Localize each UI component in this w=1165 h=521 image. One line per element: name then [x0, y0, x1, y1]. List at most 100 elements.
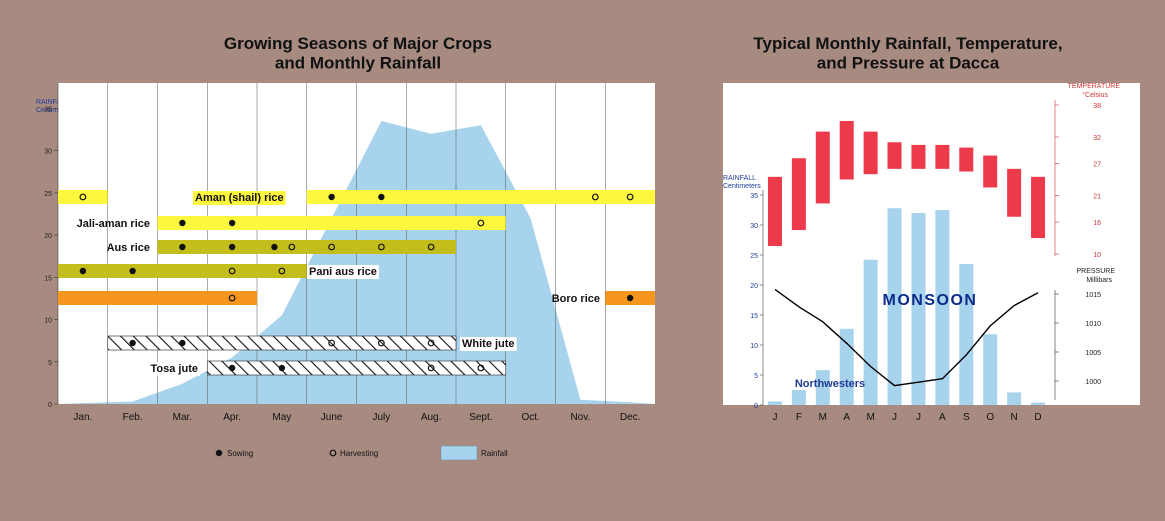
harvesting-marker	[427, 339, 435, 347]
temperature-range-bar	[1031, 176, 1046, 239]
rainfall-tick-label: 0	[754, 403, 758, 410]
temperature-bars	[767, 120, 1046, 247]
harvesting-marker	[377, 243, 385, 251]
temperature-range-bar	[911, 144, 926, 169]
temperature-tick-label: 27	[1093, 162, 1101, 169]
month-label: June	[321, 412, 343, 423]
y-tick-label: 25	[44, 191, 52, 198]
sowing-marker	[278, 364, 286, 372]
month-label: Oct.	[521, 412, 539, 423]
sowing-legend-marker	[215, 449, 223, 457]
pressure-tick-label: 1005	[1085, 350, 1101, 357]
rainfall-tick-label: 20	[750, 283, 758, 290]
temperature-range-bar	[863, 131, 878, 175]
y-tick-label: 35	[44, 106, 52, 113]
crop-row: White jute	[107, 335, 517, 351]
northwesters-label: Northwesters	[795, 378, 865, 390]
y-tick-label: 30	[44, 149, 52, 156]
month-label: S	[963, 412, 970, 423]
right-axes: 05101520253035RAINFALLCentimeters1016212…	[723, 83, 1120, 423]
temperature-tick-label: 10	[1093, 252, 1101, 259]
month-label: A	[843, 412, 850, 423]
rainfall-bar	[863, 259, 878, 405]
rainfall-bar	[767, 401, 782, 405]
rainfall-bar	[815, 370, 830, 405]
crop-label-bg	[148, 362, 200, 376]
rainfall-axis-label: RAINFALL	[723, 175, 756, 182]
rainfall-bar	[959, 264, 974, 405]
harvesting-marker	[377, 339, 385, 347]
temperature-range-bar	[815, 131, 830, 204]
harvesting-marker	[328, 339, 336, 347]
crop-row: Tosa jute	[148, 360, 507, 376]
y-tick-label: 10	[44, 318, 52, 325]
crop-label: Pani aus rice	[309, 266, 377, 278]
crop-bar-segment	[157, 216, 506, 230]
left-x-axis: Jan. Feb. Mar. Apr. May June July Aug. Sept. Oct.…	[73, 412, 640, 423]
harvesting-marker	[427, 243, 435, 251]
crop-row: Aus rice	[107, 240, 456, 254]
crop-bars: Aman (shail) rice Jali-aman rice Aus rice P…	[58, 190, 655, 376]
temperature-axis-label: TEMPERATURE	[1068, 83, 1121, 90]
left-y-axis-label: RAINFALL Centimeters	[36, 99, 74, 114]
rainfall-bar	[911, 213, 926, 405]
temperature-tick-label: 38	[1093, 103, 1101, 110]
month-label: Nov.	[570, 412, 590, 423]
harvesting-marker	[79, 193, 87, 201]
sowing-marker	[179, 219, 186, 227]
month-label: M	[866, 412, 874, 423]
crop-bar-segment	[58, 190, 108, 204]
crop-label: Tosa jute	[151, 363, 198, 375]
temperature-range-bar	[839, 120, 854, 180]
month-label: Feb.	[123, 412, 143, 423]
crop-row: Jali-aman rice	[77, 216, 506, 230]
month-label: May	[272, 412, 291, 423]
temperature-tick-label: 16	[1093, 220, 1101, 227]
pressure-line	[774, 288, 1039, 387]
sowing-legend-label: Sowing	[227, 449, 253, 458]
temperature-range-bar	[887, 142, 902, 169]
month-label: Jan.	[73, 412, 92, 423]
sowing-marker	[626, 294, 634, 302]
harvesting-marker	[427, 364, 435, 372]
harvesting-marker	[591, 193, 599, 201]
crop-label: White jute	[462, 338, 515, 350]
pressure-tick-label: 1015	[1085, 292, 1101, 299]
sowing-marker	[79, 267, 87, 275]
pressure-axis-label: PRESSURE	[1076, 268, 1115, 275]
sowing-marker	[179, 243, 186, 251]
month-label: Aug.	[421, 412, 442, 423]
rainfall-bar	[839, 328, 854, 405]
crop-bar-segment	[157, 240, 456, 254]
month-label: O	[986, 412, 994, 423]
crop-label: Aus rice	[107, 242, 150, 254]
sowing-marker	[129, 267, 136, 275]
harvesting-marker	[288, 243, 296, 251]
left-chart-title: Growing Seasons of Major Crops and Monthl…	[224, 34, 492, 73]
sowing-marker	[179, 339, 186, 347]
rainfall-bar	[1031, 402, 1046, 405]
month-label: M	[819, 412, 827, 423]
y-tick-label: 5	[48, 360, 52, 367]
sowing-marker	[328, 193, 335, 201]
month-label: Sept.	[469, 412, 492, 423]
crop-row: Boro rice	[58, 291, 655, 305]
monsoon-label: MONSOON	[883, 292, 978, 309]
crop-label: Aman (shail) rice	[195, 192, 284, 204]
month-label: F	[796, 412, 802, 423]
sowing-marker	[271, 243, 278, 251]
month-label: Mar.	[173, 412, 192, 423]
temperature-range-bar	[791, 158, 806, 231]
pressure-tick-label: 1000	[1085, 379, 1101, 386]
month-label: A	[939, 412, 946, 423]
rainfall-tick-label: 25	[750, 253, 758, 260]
month-label: J	[892, 412, 897, 423]
month-label: Dec.	[620, 412, 641, 423]
crop-label-bg	[460, 337, 517, 351]
harvesting-marker	[228, 267, 236, 275]
rainfall-bar	[1007, 392, 1022, 405]
harvesting-marker	[278, 267, 286, 275]
right-plot-area	[723, 83, 1140, 405]
sowing-marker	[228, 243, 236, 251]
temperature-range-bar	[959, 147, 974, 172]
